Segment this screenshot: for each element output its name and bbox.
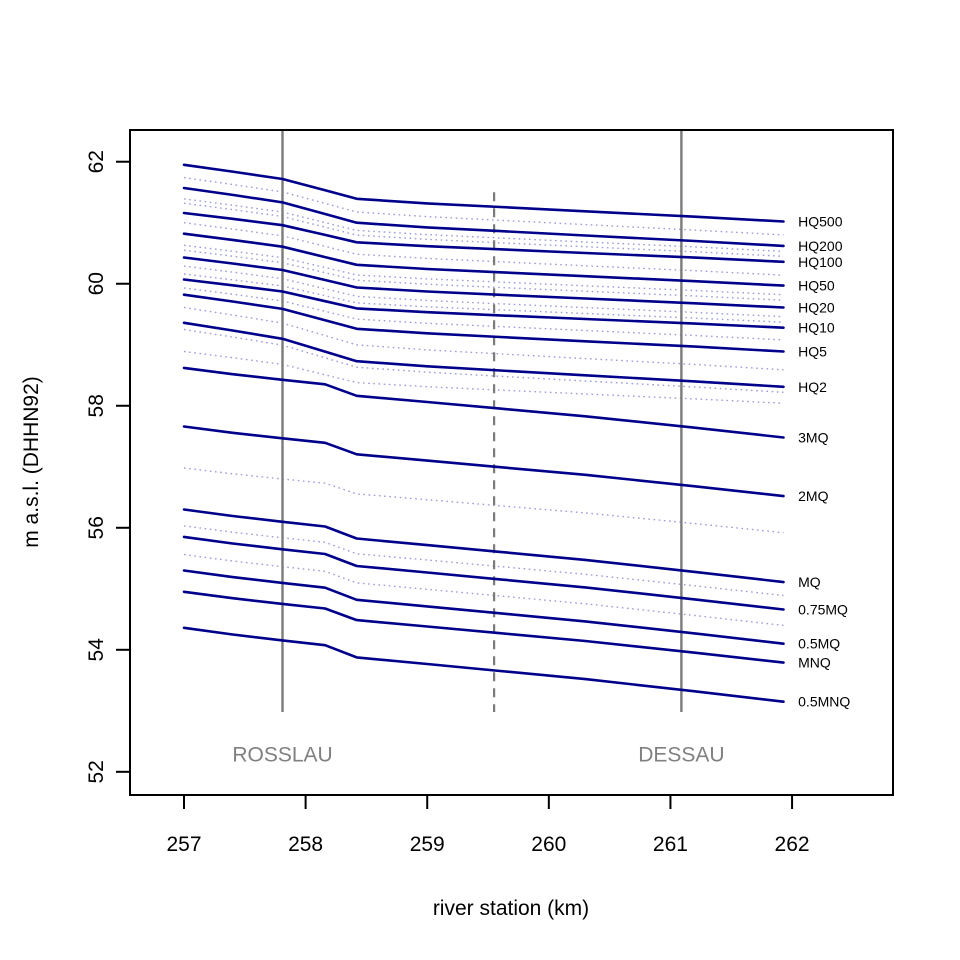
- series-label-0.75MQ: 0.75MQ: [798, 602, 848, 618]
- series-label-HQ500: HQ500: [798, 214, 843, 230]
- axes-group: 257 258 259 260 261 262 52 54 56 58 60 62: [85, 129, 894, 856]
- y-tick-label: 56: [85, 516, 108, 539]
- series-line-MNQ: [182, 590, 785, 664]
- marker-label-dessau: DESSAU: [638, 744, 724, 767]
- dotted-line-13: [183, 525, 784, 597]
- series-line-0.5MNQ: [182, 626, 785, 704]
- y-tick-label: 60: [85, 272, 108, 295]
- dotted-line-11: [183, 350, 784, 404]
- series-line-HQ50: [182, 232, 785, 287]
- y-tick-label: 54: [85, 638, 108, 662]
- series-label-0.5MNQ: 0.5MNQ: [798, 694, 850, 710]
- series-label-HQ5: HQ5: [798, 343, 827, 359]
- series-line-HQ100: [182, 211, 785, 264]
- series-line-3MQ: [182, 366, 785, 439]
- series-line-2MQ: [182, 425, 785, 498]
- dotted-line-6: [183, 265, 784, 318]
- series-label-HQ50: HQ50: [798, 278, 835, 294]
- station-markers-group: ROSSLAU DESSAU: [232, 130, 725, 767]
- series-line-HQ5: [182, 293, 785, 353]
- series-label-HQ10: HQ10: [798, 320, 835, 336]
- y-tick-label: 62: [85, 150, 108, 173]
- dotted-line-7: [183, 273, 784, 323]
- dotted-line-14: [183, 553, 784, 627]
- series-line-HQ200: [182, 186, 785, 248]
- series-label-HQ100: HQ100: [798, 254, 843, 270]
- series-line-HQ10: [182, 278, 785, 330]
- x-tick-label: 261: [653, 833, 688, 856]
- dotted-line-1: [183, 198, 784, 253]
- series-label-HQ20: HQ20: [798, 300, 835, 316]
- x-tick-label: 259: [410, 833, 445, 856]
- x-axis-title: river station (km): [433, 897, 589, 920]
- x-tick-label: 258: [288, 833, 323, 856]
- dotted-line-2: [183, 202, 784, 257]
- dotted-line-10: [183, 328, 784, 393]
- x-tick-label: 257: [166, 833, 201, 856]
- series-line-HQ2: [182, 321, 785, 389]
- dotted-lines-group: [183, 176, 784, 627]
- dotted-line-12: [183, 467, 784, 534]
- dotted-line-3: [183, 222, 784, 276]
- dotted-line-4: [183, 244, 784, 296]
- dotted-line-5: [183, 249, 784, 301]
- x-tick-label: 262: [775, 833, 810, 856]
- series-label-3MQ: 3MQ: [798, 429, 828, 445]
- dotted-line-0: [183, 176, 784, 236]
- y-axis-title: m a.s.l. (DHHN92): [20, 376, 43, 548]
- series-line-MQ: [182, 508, 785, 584]
- series-label-MNQ: MNQ: [798, 655, 831, 671]
- y-tick-label: 58: [85, 394, 108, 417]
- series-label-HQ2: HQ2: [798, 379, 827, 395]
- x-tick-label: 260: [531, 833, 566, 856]
- series-line-0.5MQ: [182, 569, 785, 646]
- dotted-line-8: [183, 287, 784, 341]
- plot-box: [129, 129, 894, 796]
- y-tick-label: 52: [85, 760, 108, 783]
- marker-label-rosslau: ROSSLAU: [232, 744, 332, 767]
- series-label-MQ: MQ: [798, 574, 821, 590]
- series-line-0.75MQ: [182, 535, 785, 611]
- series-label-0.5MQ: 0.5MQ: [798, 636, 840, 652]
- series-line-HQ500: [182, 163, 785, 223]
- series-line-HQ20: [182, 256, 785, 309]
- series-label-2MQ: 2MQ: [798, 488, 828, 504]
- series-label-HQ200: HQ200: [798, 238, 843, 254]
